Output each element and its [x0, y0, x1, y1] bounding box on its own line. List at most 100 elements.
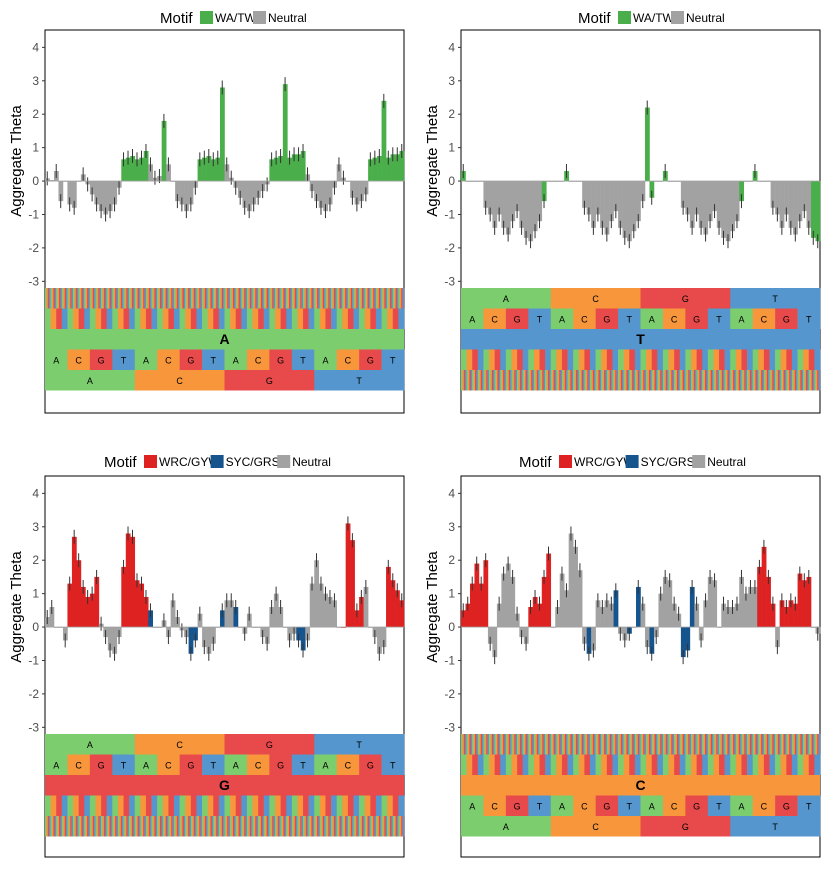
fine-stripe — [80, 816, 82, 837]
triplet-base-label: C — [491, 315, 498, 325]
bar — [359, 181, 364, 202]
flank-base-track — [45, 308, 405, 329]
triplet-base-label: T — [121, 356, 127, 366]
fine-stripe — [396, 288, 399, 309]
fine-stripe — [46, 816, 49, 837]
flank-stripe — [319, 795, 326, 816]
fine-stripe — [697, 370, 700, 391]
fine-stripe — [473, 734, 476, 755]
fine-stripe — [462, 734, 465, 755]
triplet-base-label: G — [603, 802, 610, 812]
fine-stripe — [566, 370, 568, 391]
fine-stripe — [197, 816, 200, 837]
bar — [532, 181, 538, 232]
triplet-base-block — [618, 308, 641, 329]
fine-stripe — [185, 288, 187, 309]
panel-border — [44, 29, 405, 414]
flank-stripe — [758, 754, 765, 775]
fine-stripe — [389, 288, 392, 309]
bar — [505, 181, 511, 235]
fine-stripe — [263, 816, 266, 837]
fine-stripe — [294, 288, 297, 309]
bar — [161, 120, 167, 182]
fine-stripe — [737, 370, 739, 391]
fine-stripe — [54, 816, 57, 837]
fine-stripe — [167, 816, 169, 837]
triplet-base-label: A — [53, 761, 59, 771]
y-tick-label: 0 — [32, 620, 39, 634]
fine-stripe — [719, 370, 721, 391]
fine-stripe — [105, 816, 107, 837]
fine-stripe — [273, 288, 276, 309]
fine-stripe — [353, 288, 356, 309]
fine-stripe — [479, 734, 481, 755]
flank-stripe — [364, 308, 371, 329]
flank-stripe — [359, 795, 366, 816]
fine-stripe — [225, 816, 228, 837]
outer-base-block — [224, 370, 315, 391]
fine-stripe — [581, 734, 584, 755]
fine-stripe — [305, 288, 308, 309]
fine-stripe — [639, 370, 641, 391]
triplet-base-label: G — [783, 802, 790, 812]
fine-stripe — [248, 816, 250, 837]
fine-stripe — [486, 370, 488, 391]
bar — [478, 181, 484, 182]
fine-stripe — [553, 370, 556, 391]
flank-stripe — [314, 795, 321, 816]
fine-stripe — [117, 288, 120, 309]
fine-stripe — [598, 370, 601, 391]
fine-stripe — [211, 288, 214, 309]
triplet-base-label: A — [738, 802, 744, 812]
fine-stripe — [333, 288, 336, 309]
fine-stripe — [228, 816, 231, 837]
fine-stripe — [521, 734, 523, 755]
bar — [139, 583, 145, 628]
flank-stripe — [89, 308, 96, 329]
triplet-base-label: A — [143, 761, 149, 771]
fine-stripe — [779, 734, 781, 755]
fine-stripe — [150, 816, 152, 837]
legend-swatch-1 — [210, 455, 224, 468]
fine-stripe — [239, 288, 242, 309]
flank-stripe — [325, 795, 332, 816]
fine-stripe — [514, 734, 516, 755]
bar — [469, 181, 475, 182]
fine-stripe — [171, 288, 173, 309]
bar — [757, 566, 762, 628]
fine-stripe — [637, 734, 640, 755]
bar — [573, 546, 578, 628]
fine-stripe — [164, 816, 166, 837]
fine-stripe — [325, 288, 328, 309]
fine-stripe — [505, 734, 508, 755]
fine-stripe — [145, 288, 148, 309]
bar — [255, 181, 261, 198]
bar — [523, 627, 529, 644]
fine-stripe — [494, 370, 497, 391]
flank-stripe — [73, 308, 79, 329]
fine-stripe — [712, 370, 714, 391]
fine-stripe — [532, 734, 535, 755]
fine-stripe — [60, 816, 63, 837]
legend: Motif WRC/GYW SYC/GRS Neutral — [519, 454, 746, 471]
fine-stripe — [789, 734, 791, 755]
fine-stripe — [126, 288, 128, 309]
fine-stripe — [504, 370, 507, 391]
bar — [550, 181, 556, 182]
fine-stripe — [616, 734, 619, 755]
triplet-base-block — [640, 308, 664, 329]
flank-stripe — [696, 754, 703, 775]
fine-stripe — [531, 734, 533, 755]
fine-stripe — [202, 288, 204, 309]
fine-stripe — [113, 288, 116, 309]
flank-stripe — [202, 308, 208, 329]
bar — [220, 87, 225, 182]
fine-stripe — [47, 816, 50, 837]
fine-stripe — [329, 288, 332, 309]
flank-stripe — [235, 308, 242, 329]
flank-stripe — [797, 754, 804, 775]
fine-stripe — [370, 288, 372, 309]
bar — [698, 181, 704, 228]
fine-stripe — [563, 734, 565, 755]
bar — [314, 181, 320, 202]
